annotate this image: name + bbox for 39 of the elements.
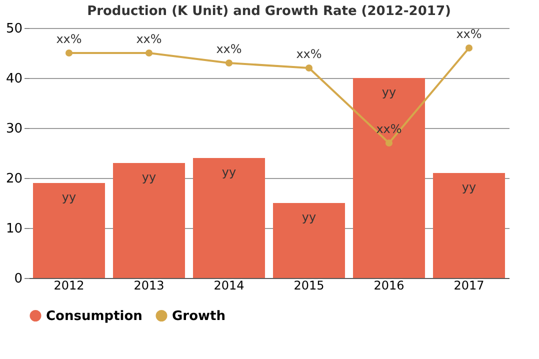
legend-label: Consumption	[46, 308, 142, 324]
point	[225, 59, 233, 67]
y-tick-label: 50	[6, 22, 22, 36]
legend-label: Growth	[172, 308, 226, 324]
y-tick-label: 30	[6, 122, 22, 136]
point	[305, 64, 313, 72]
x-tick-label: 2013	[134, 278, 164, 292]
y-tick-label: 20	[6, 172, 22, 186]
data-label: xx%	[136, 32, 162, 46]
data-label: yy	[222, 165, 236, 179]
x-tick-label: 2017	[454, 278, 484, 292]
bar	[193, 158, 265, 278]
y-tick-label: 40	[6, 72, 22, 86]
data-label: yy	[302, 210, 316, 224]
data-label: xx%	[296, 47, 322, 61]
chart-title: Production (K Unit) and Growth Rate (2012-2017)	[87, 4, 451, 19]
bar	[33, 183, 105, 278]
x-tick-label: 2014	[214, 278, 244, 292]
x-tick-label: 2012	[54, 278, 84, 292]
y-tick-label: 10	[6, 222, 22, 236]
bar	[273, 203, 345, 278]
point	[465, 44, 473, 52]
data-label: xx%	[456, 27, 482, 41]
data-label: yy	[62, 190, 76, 204]
x-tick-label: 2016	[374, 278, 404, 292]
data-label: yy	[462, 180, 476, 194]
bar	[113, 163, 185, 278]
point	[145, 49, 153, 57]
bar	[353, 78, 425, 278]
point	[385, 139, 393, 147]
data-label: xx%	[216, 42, 242, 56]
x-tick-label: 2015	[294, 278, 324, 292]
data-label: xx%	[376, 122, 402, 136]
data-label: yy	[142, 170, 156, 184]
data-label: xx%	[56, 32, 82, 46]
y-tick-label: 0	[14, 272, 22, 286]
point	[65, 49, 73, 57]
data-label: yy	[382, 85, 396, 99]
bar	[433, 173, 505, 278]
